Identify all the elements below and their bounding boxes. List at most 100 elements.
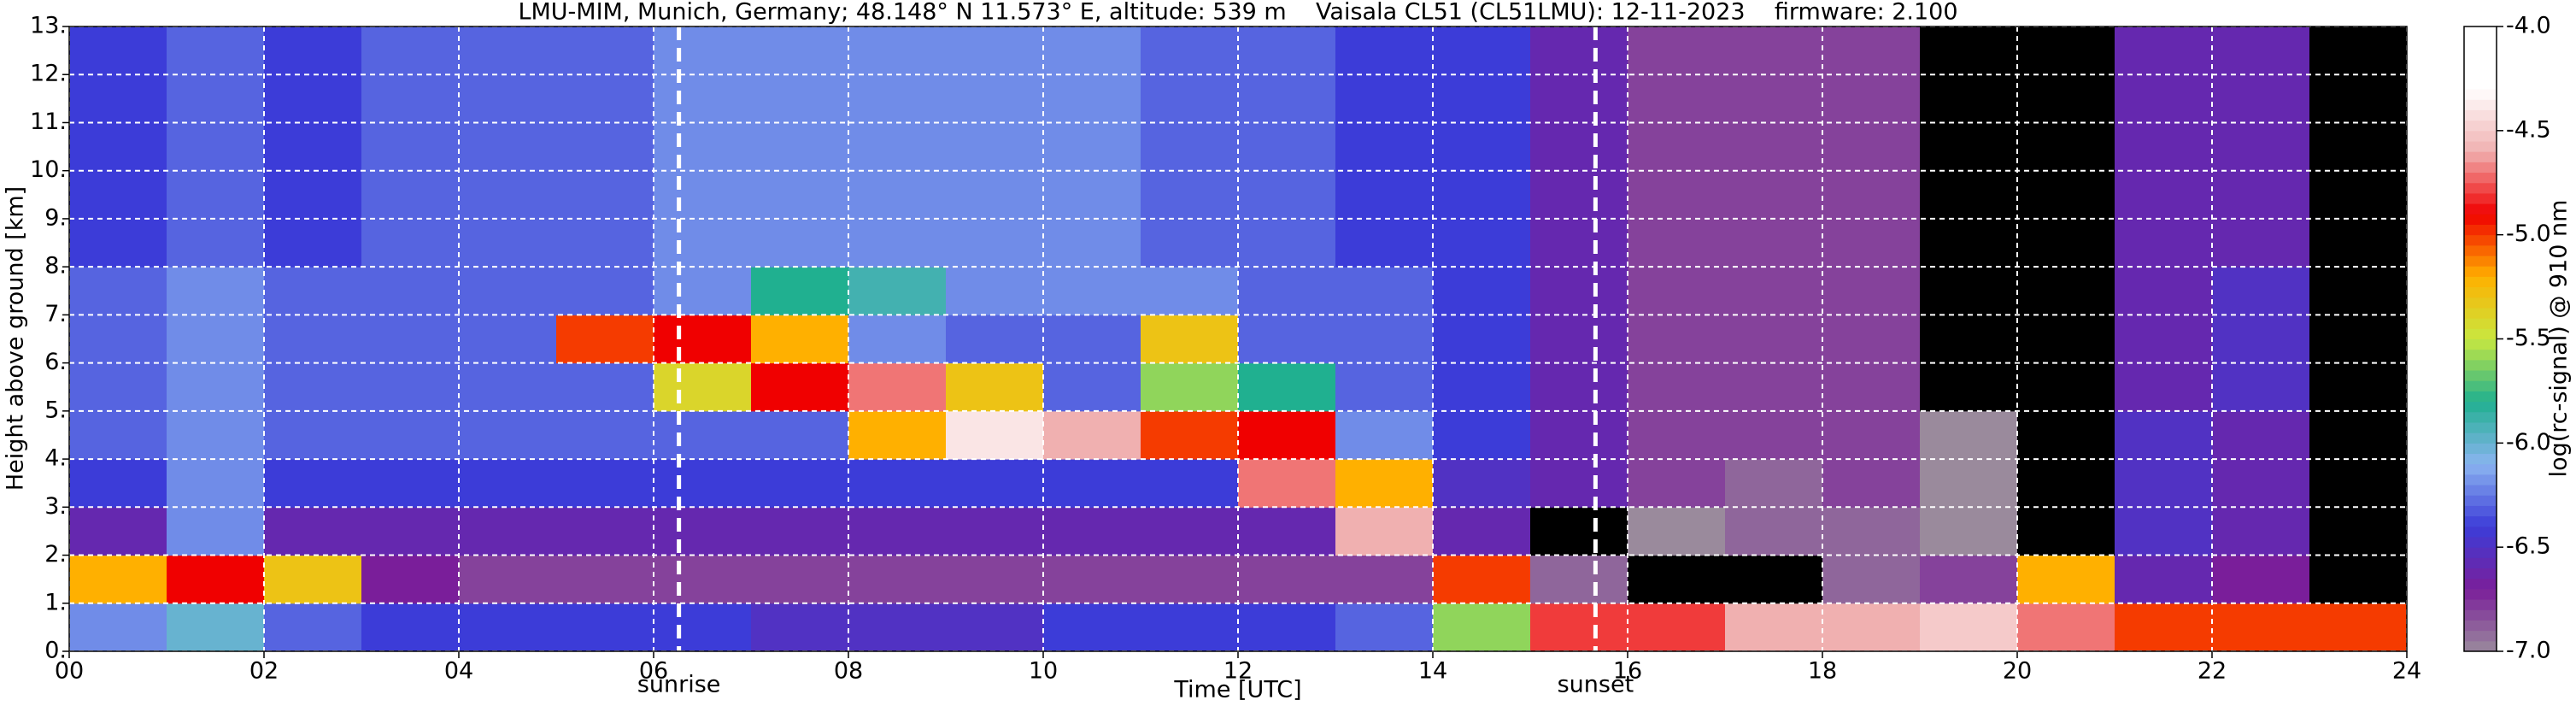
heatmap-cell xyxy=(946,555,1044,604)
heatmap-cell xyxy=(946,507,1044,556)
x-tick-label: 18 xyxy=(1808,658,1837,685)
colorbar-swatch xyxy=(2464,234,2497,246)
heatmap-cell xyxy=(459,410,557,460)
heatmap-cell xyxy=(848,410,947,460)
colorbar-swatch xyxy=(2464,182,2497,194)
heatmap-cell xyxy=(1530,362,1628,412)
heatmap-cell xyxy=(2309,362,2408,412)
heatmap-cell xyxy=(2309,74,2408,123)
heatmap-cell xyxy=(1141,26,1239,75)
heatmap-cell xyxy=(1043,459,1141,508)
colorbar-tick-label: -6.5 xyxy=(2506,533,2551,560)
heatmap-cell xyxy=(1920,122,2018,172)
heatmap-cell xyxy=(1141,362,1239,412)
heatmap-cell xyxy=(1725,410,1823,460)
heatmap-cell xyxy=(2212,74,2310,123)
y-tick-label: 10. xyxy=(30,156,67,183)
heatmap-cell xyxy=(848,218,947,268)
heatmap-cell xyxy=(1433,315,1531,364)
heatmap-cell xyxy=(654,218,752,268)
heatmap-cell xyxy=(264,218,362,268)
heatmap-cell xyxy=(361,315,460,364)
heatmap-cell xyxy=(2309,459,2408,508)
x-axis-label: Time [UTC] xyxy=(1173,677,1301,703)
heatmap-cell xyxy=(69,267,167,315)
colorbar-swatch xyxy=(2464,109,2497,121)
heatmap-cell xyxy=(2212,267,2310,315)
colorbar-tick-label: -5.0 xyxy=(2506,221,2551,247)
heatmap-cell xyxy=(2212,362,2310,412)
heatmap-cell xyxy=(654,410,752,460)
heatmap-cell xyxy=(751,459,849,508)
heatmap-cell xyxy=(264,410,362,460)
colorbar-swatch xyxy=(2464,547,2497,558)
heatmap-cell xyxy=(361,410,460,460)
heatmap-cell xyxy=(1725,218,1823,268)
heatmap-cell xyxy=(946,218,1044,268)
heatmap-cell xyxy=(1920,459,2018,508)
heatmap-cell xyxy=(2115,410,2213,460)
heatmap-cell xyxy=(2017,122,2115,172)
y-tick-label: 12. xyxy=(30,61,67,87)
heatmap-cell xyxy=(2017,459,2115,508)
heatmap-cell xyxy=(1920,603,2018,652)
heatmap-cell xyxy=(1920,26,2018,75)
colorbar-swatch xyxy=(2464,557,2497,569)
heatmap-cell xyxy=(1335,74,1434,123)
heatmap-cell xyxy=(1043,410,1141,460)
colorbar-swatch xyxy=(2464,630,2497,642)
heatmap-cell xyxy=(264,315,362,364)
colorbar-tick-label: -7.0 xyxy=(2506,638,2551,664)
heatmap-cell xyxy=(69,459,167,508)
colorbar-swatch xyxy=(2464,443,2497,455)
heatmap-cell xyxy=(1628,267,1726,315)
heatmap-cell xyxy=(361,507,460,556)
heatmap-cell xyxy=(1628,459,1726,508)
heatmap-cell xyxy=(2212,507,2310,556)
heatmap-cell xyxy=(556,603,654,652)
heatmap-cell xyxy=(69,170,167,220)
heatmap-cell xyxy=(1043,362,1141,412)
heatmap-cell xyxy=(1725,315,1823,364)
heatmap-cell xyxy=(1141,267,1239,315)
heatmap-cell xyxy=(1822,410,1921,460)
heatmap-cell xyxy=(848,122,947,172)
heatmap-cell xyxy=(2212,459,2310,508)
colorbar-swatch xyxy=(2464,578,2497,590)
heatmap-cell xyxy=(946,122,1044,172)
colorbar-swatch xyxy=(2464,151,2497,162)
heatmap-cell xyxy=(654,122,752,172)
colorbar-swatch xyxy=(2464,370,2497,381)
colorbar-swatch xyxy=(2464,609,2497,621)
heatmap-cell xyxy=(1628,170,1726,220)
heatmap-cell xyxy=(848,267,947,315)
heatmap-cell xyxy=(167,315,265,364)
colorbar-swatch xyxy=(2464,192,2497,204)
heatmap-cell xyxy=(1920,507,2018,556)
heatmap-cell xyxy=(69,218,167,268)
heatmap-cell xyxy=(361,267,460,315)
heatmap-cell xyxy=(556,74,654,123)
heatmap-cell xyxy=(1822,555,1921,604)
heatmap-cell xyxy=(751,362,849,412)
heatmap-cell xyxy=(2017,218,2115,268)
heatmap-cell xyxy=(459,267,557,315)
heatmap-cell xyxy=(361,74,460,123)
heatmap-cell xyxy=(751,315,849,364)
colorbar-swatch xyxy=(2464,411,2497,423)
heatmap-cell xyxy=(69,555,167,604)
heatmap-cell xyxy=(1628,74,1726,123)
heatmap-cell xyxy=(2309,315,2408,364)
heatmap-cell xyxy=(2309,603,2408,652)
y-tick-label: 9. xyxy=(44,204,67,231)
heatmap-cell xyxy=(946,267,1044,315)
heatmap-cell xyxy=(2212,170,2310,220)
heatmap-cell xyxy=(848,603,947,652)
heatmap-cell xyxy=(1725,555,1823,604)
heatmap-cell xyxy=(264,507,362,556)
colorbar-swatch xyxy=(2464,256,2497,267)
colorbar-swatch xyxy=(2464,120,2497,132)
heatmap-cell xyxy=(848,555,947,604)
heatmap-cell xyxy=(556,170,654,220)
colorbar-swatch xyxy=(2464,224,2497,236)
